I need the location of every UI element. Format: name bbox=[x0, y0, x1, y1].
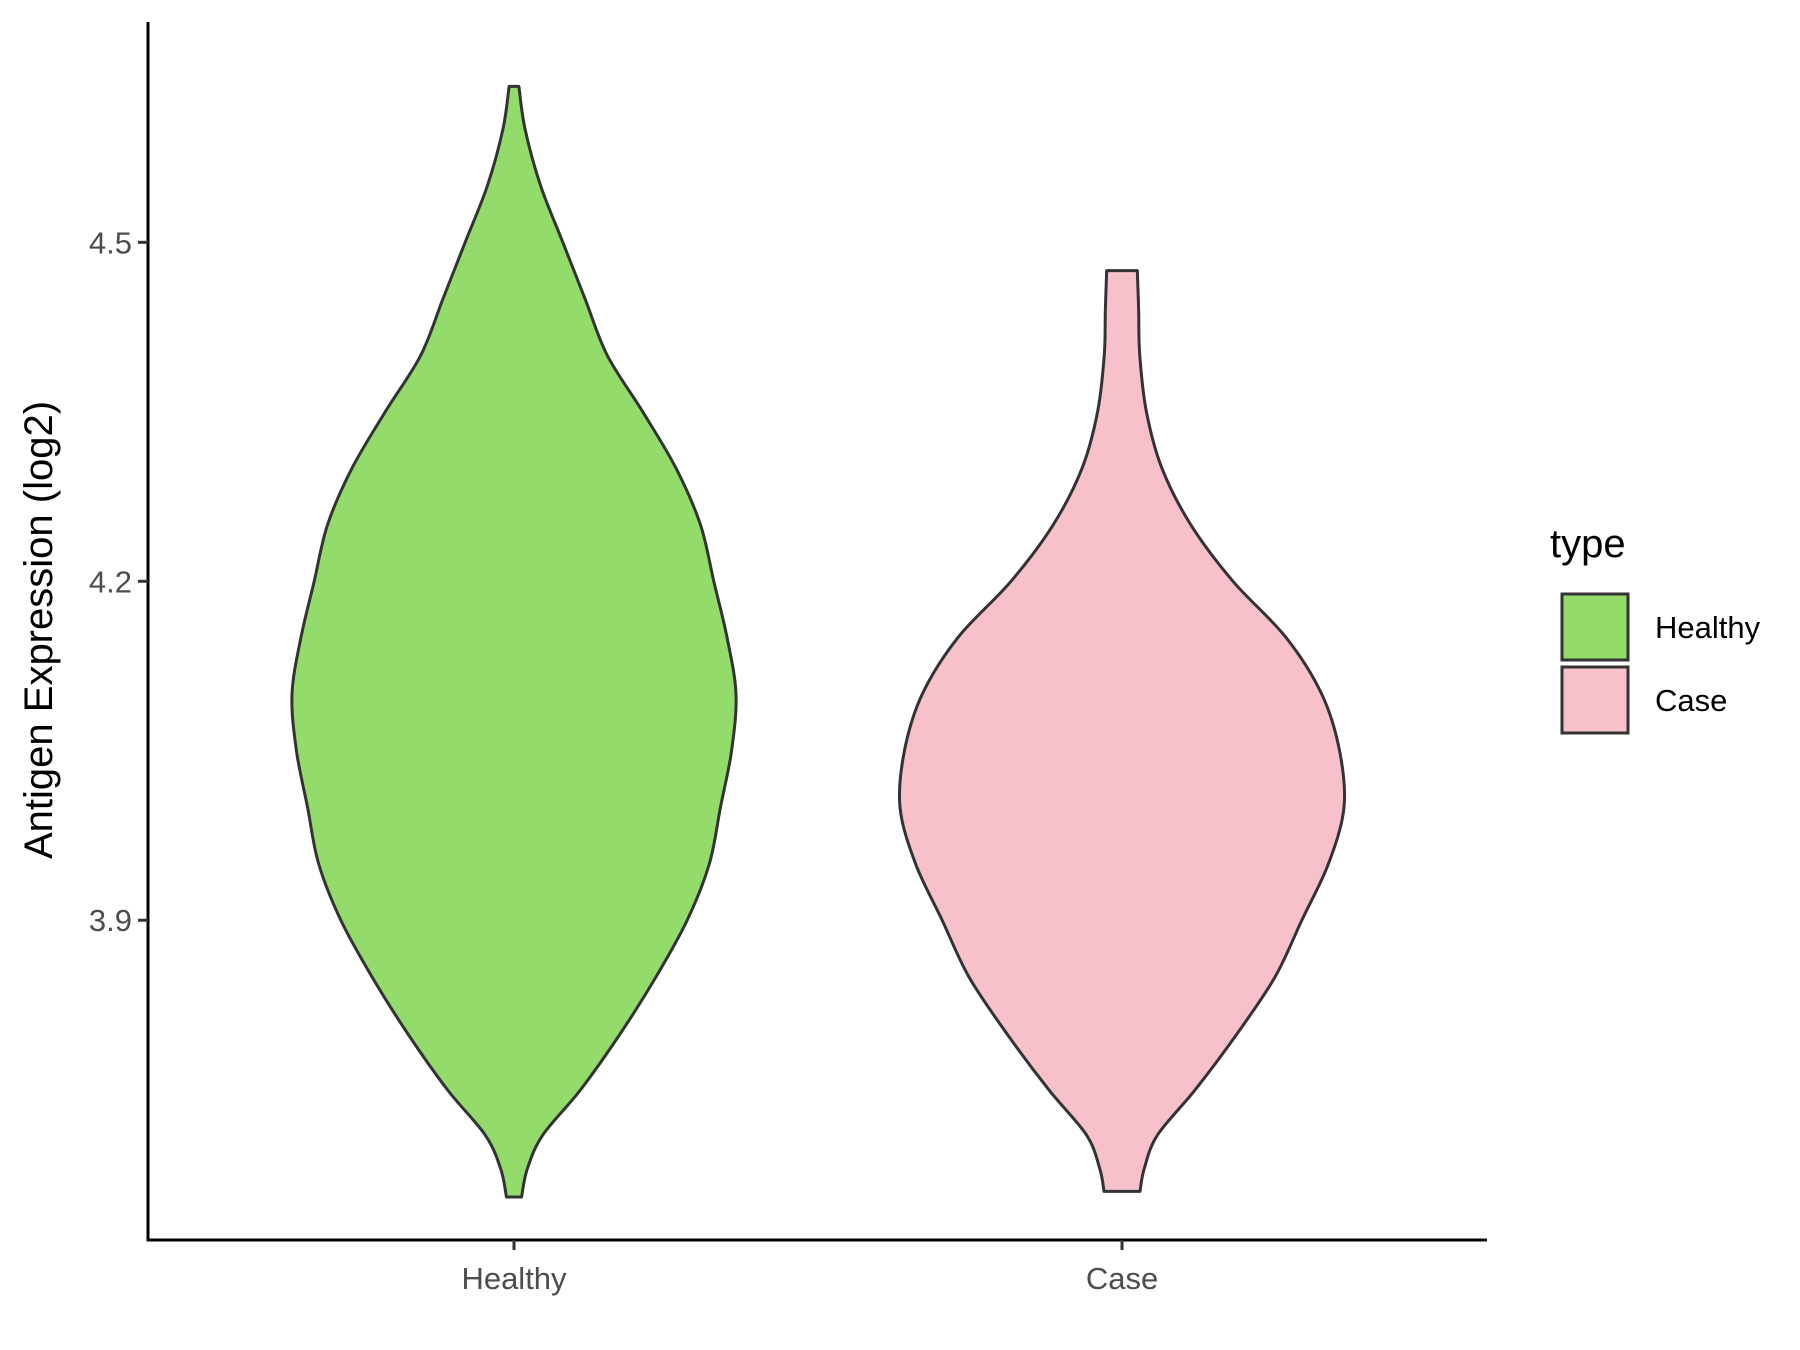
legend-key-healthy bbox=[1560, 592, 1630, 662]
legend-label-case: Case bbox=[1655, 683, 1727, 718]
y-tick-label: 3.9 bbox=[89, 903, 132, 938]
violin-case bbox=[897, 269, 1347, 1193]
y-tick-label: 4.5 bbox=[89, 225, 132, 260]
legend-key-case bbox=[1560, 665, 1630, 735]
x-tick-label: Case bbox=[1086, 1261, 1158, 1296]
legend: type Healthy Case bbox=[1550, 522, 1761, 735]
y-tick-label: 4.2 bbox=[89, 564, 132, 599]
legend-title: type bbox=[1550, 522, 1626, 566]
x-tick-label: Healthy bbox=[461, 1261, 567, 1296]
axes-group: 3.9 4.2 4.5 Healthy Case bbox=[89, 22, 1487, 1296]
violin-healthy bbox=[290, 84, 738, 1199]
violins-group bbox=[290, 84, 1347, 1199]
legend-label-healthy: Healthy bbox=[1655, 610, 1761, 645]
y-axis-title: Antigen Expression (log2) bbox=[17, 401, 61, 859]
